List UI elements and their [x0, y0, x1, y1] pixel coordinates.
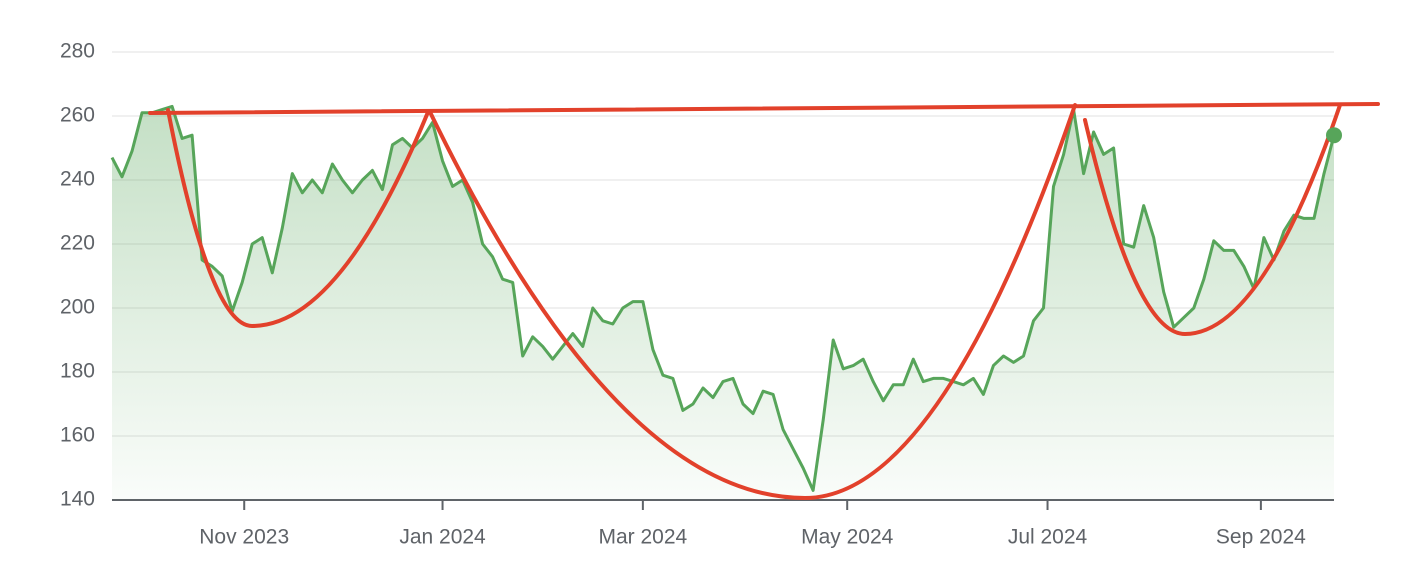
handle-curve: [1083, 103, 1342, 337]
x-tick-label: May 2024: [801, 526, 894, 549]
x-tick-label: Mar 2024: [599, 526, 688, 549]
y-tick-label: 240: [60, 168, 95, 191]
cup-curve: [166, 108, 430, 329]
y-tick-label: 160: [60, 424, 95, 447]
x-tick-label: Jul 2024: [1008, 526, 1088, 549]
x-tick-label: Sep 2024: [1216, 526, 1306, 549]
y-tick-label: 200: [60, 296, 95, 319]
y-tick-label: 180: [60, 360, 95, 383]
x-tick-label: Jan 2024: [399, 526, 486, 549]
y-tick-label: 260: [60, 104, 95, 127]
y-tick-label: 280: [60, 40, 95, 63]
cup-curve: [428, 103, 1077, 501]
area: [112, 106, 1334, 501]
y-tick-label: 140: [60, 488, 95, 511]
y-tick-label: 220: [60, 232, 95, 255]
resistance-line: [148, 102, 1380, 115]
x-tick-label: Nov 2023: [199, 526, 289, 549]
price-line: [110, 104, 1336, 492]
last-point: [1326, 127, 1342, 144]
